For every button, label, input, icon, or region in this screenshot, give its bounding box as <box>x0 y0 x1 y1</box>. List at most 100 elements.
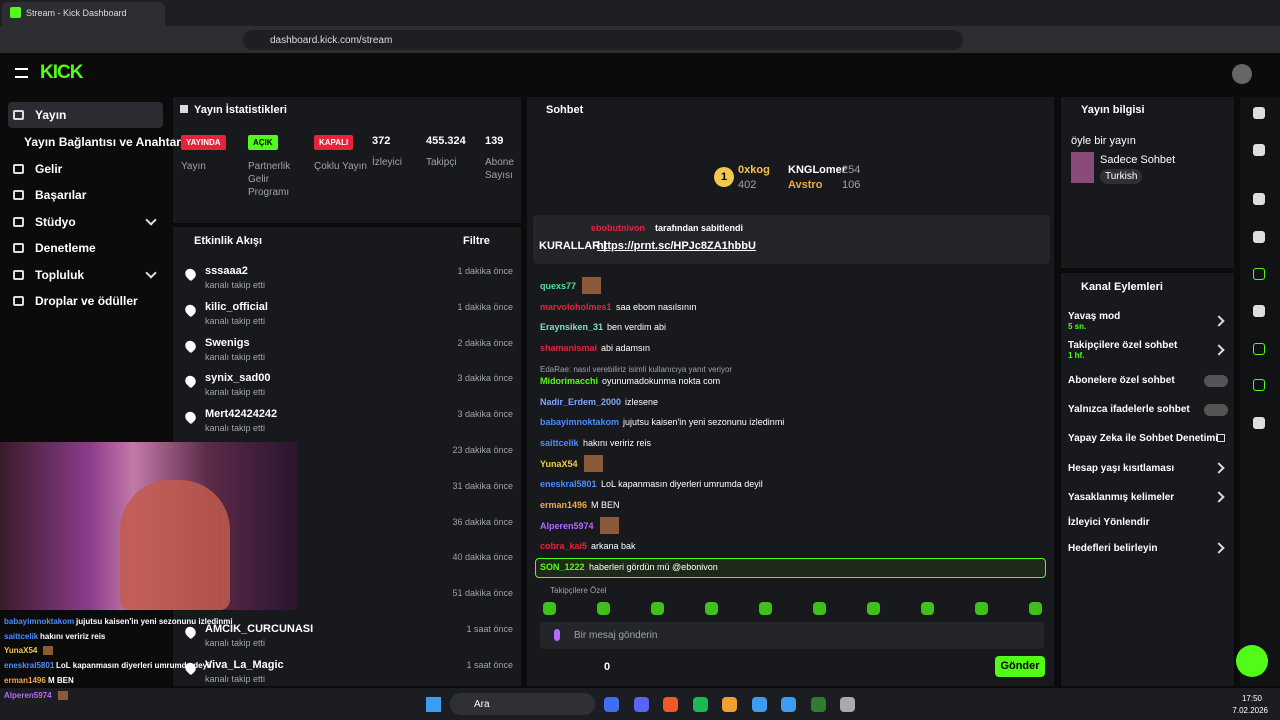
event-time: 2 dakika önce <box>457 337 513 348</box>
taskbar-app[interactable] <box>810 697 826 712</box>
tab-title: Stream - Kick Dashboard <box>26 8 127 18</box>
pinned-rules: KURALLAR | <box>539 240 607 252</box>
pinned-link[interactable]: https://prnt.sc/HPJc8ZA1hbbU <box>597 240 756 252</box>
avatar[interactable] <box>1232 64 1252 84</box>
help-button[interactable] <box>1236 645 1268 677</box>
chat-panel <box>527 97 1054 686</box>
rail-icon[interactable] <box>1253 268 1265 280</box>
points-count: 0 <box>604 661 611 673</box>
action-label[interactable]: Yalnızca ifadelerle sohbet <box>1068 404 1190 415</box>
taskbar-app[interactable] <box>633 697 649 712</box>
nav-item[interactable]: Stüdyo <box>35 215 76 229</box>
nav-item[interactable]: Topluluk <box>35 268 85 282</box>
address-bar[interactable] <box>243 30 963 50</box>
nav-item[interactable]: Gelir <box>35 162 63 176</box>
stat-label: Abone Sayısı <box>485 157 514 181</box>
send-button[interactable]: Gönder <box>995 656 1045 677</box>
chat-emote <box>584 454 603 472</box>
rail-icon[interactable] <box>1253 305 1265 317</box>
event-action: kanalı takip etti <box>205 423 266 434</box>
search-box[interactable] <box>450 693 595 715</box>
tab[interactable] <box>2 2 165 26</box>
emote-button[interactable] <box>759 602 772 615</box>
action-label[interactable]: Takipçilere özel sohbet <box>1068 340 1178 351</box>
emote-button[interactable] <box>651 602 664 615</box>
external-icon <box>1217 434 1225 442</box>
action-label[interactable]: Yasaklanmış kelimeler <box>1068 492 1175 503</box>
nav-item[interactable]: Başarılar <box>35 188 87 202</box>
event-user: AMCIK_CURCUNASI <box>205 623 314 635</box>
event-time: 36 dakika önce <box>452 516 513 527</box>
event-action: kanalı takip etti <box>205 351 266 362</box>
clock-date: 7.02.2026 <box>1232 706 1268 715</box>
chat-input[interactable] <box>540 622 1044 649</box>
taskbar-app[interactable] <box>840 697 855 712</box>
event-time: 3 dakika önce <box>457 373 513 384</box>
nav-item[interactable]: Droplar ve ödüller <box>35 294 138 308</box>
rail-icon[interactable] <box>1253 454 1265 466</box>
action-label[interactable]: Yavaş mod <box>1068 311 1121 322</box>
nav-item[interactable]: Denetleme <box>35 241 96 255</box>
action-label[interactable]: Abonelere özel sohbet <box>1068 375 1175 386</box>
rail-icon[interactable] <box>1253 193 1265 205</box>
taskbar-app[interactable] <box>781 697 796 712</box>
rank-badge: 1 <box>714 167 734 187</box>
chat-user: Eraynsiken_31 <box>540 322 604 333</box>
taskbar-app[interactable] <box>722 697 737 712</box>
emote-button[interactable] <box>813 602 826 615</box>
action-label[interactable]: Yapay Zeka ile Sohbet Denetimi <box>1068 433 1219 444</box>
emote-button[interactable] <box>867 602 880 615</box>
taskbar-app[interactable] <box>604 697 619 712</box>
overlay-user: erman1496 <box>4 675 46 685</box>
pinned-box <box>533 215 1050 264</box>
overlay-user: YunaX54 <box>4 646 38 656</box>
overlay-text: hakını veririz reis <box>40 631 106 641</box>
rail-icon[interactable] <box>1253 379 1265 391</box>
taskbar-app[interactable] <box>692 697 708 712</box>
nav-item[interactable]: Yayın <box>35 108 67 122</box>
menu-icon[interactable] <box>15 68 28 78</box>
toggle[interactable] <box>1204 375 1228 387</box>
rail-icon[interactable] <box>1253 107 1265 119</box>
emote-button[interactable] <box>1029 602 1042 615</box>
tab-bar <box>0 0 1280 26</box>
logo[interactable]: KICK <box>40 62 83 83</box>
taskbar-app[interactable] <box>751 697 767 712</box>
overlay-emote <box>43 646 53 656</box>
emote-button[interactable] <box>921 602 934 615</box>
chat-user: Nadir_Erdem_2000 <box>540 396 622 407</box>
action-label[interactable]: İzleyici Yönlendir <box>1068 517 1150 528</box>
action-label[interactable]: Hesap yaşı kısıtlaması <box>1068 463 1175 474</box>
leader-count: 402 <box>738 179 757 191</box>
action-sub: 5 sn. <box>1068 322 1087 331</box>
tab-icon <box>10 7 21 18</box>
toggle[interactable] <box>1204 404 1228 416</box>
taskbar-app[interactable] <box>663 697 678 712</box>
chat-text: abi adamsın <box>601 343 651 354</box>
rail-icon[interactable] <box>1253 231 1265 243</box>
emote-button[interactable] <box>597 602 610 615</box>
nav-item[interactable]: Yayın Bağlantısı ve Anahtarı <box>24 135 185 149</box>
overlay-user: saittcelik <box>4 631 39 641</box>
stat-value: 139 <box>485 135 504 147</box>
overlay-text: jujutsu kaisen'in yeni sezonunu izledinm… <box>76 617 233 626</box>
chat-user: Midorimacchi <box>540 375 599 386</box>
emote-button[interactable] <box>975 602 988 615</box>
chat-user: shamanismai <box>540 343 598 354</box>
panel-title: Sohbet <box>546 104 584 116</box>
webcam-person <box>120 480 230 610</box>
emote-button[interactable] <box>543 602 556 615</box>
rail-icon[interactable] <box>1253 144 1265 156</box>
rail-icon[interactable] <box>1253 417 1265 429</box>
action-label[interactable]: Hedefleri belirleyin <box>1068 543 1158 554</box>
filter-button[interactable]: Filtre <box>463 235 490 247</box>
event-time: 3 dakika önce <box>457 409 513 420</box>
stats-panel <box>173 97 521 223</box>
status-badge: AÇIK <box>248 135 278 150</box>
event-time: 31 dakika önce <box>452 480 513 491</box>
emote-button[interactable] <box>705 602 718 615</box>
leader-name: KNGLomer <box>788 164 847 176</box>
nav-icon <box>13 190 24 200</box>
rail-icon[interactable] <box>1253 343 1265 355</box>
nav-chevron <box>145 267 157 279</box>
